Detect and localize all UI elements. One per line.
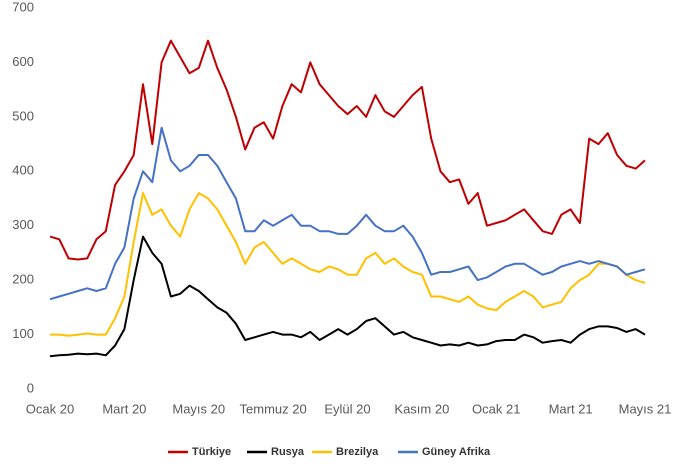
x-tick-label: Mayıs 20 [172, 401, 225, 416]
line-series [50, 192, 646, 337]
y-tick-label: 100 [12, 326, 34, 341]
y-tick-label: 200 [12, 272, 34, 287]
y-tick-label: 700 [12, 0, 34, 14]
y-tick-label: 500 [12, 108, 34, 123]
line-series [49, 235, 646, 358]
x-tick-label: Mart 21 [549, 401, 593, 416]
legend-label: Güney Afrika [422, 446, 491, 458]
x-tick-label: Ocak 21 [472, 401, 520, 416]
line-series [49, 39, 646, 261]
x-tick-label: Temmuz 20 [240, 401, 307, 416]
x-tick-label: Ocak 20 [26, 401, 74, 416]
legend-label: Brezilya [336, 446, 379, 458]
x-tick-label: Mayıs 21 [619, 401, 672, 416]
line-series [49, 126, 646, 301]
y-tick-label: 400 [12, 163, 34, 178]
x-tick-label: Mart 20 [102, 401, 146, 416]
y-tick-label: 300 [12, 217, 34, 232]
x-tick-label: Eylül 20 [324, 401, 370, 416]
y-tick-label: 0 [27, 380, 34, 395]
y-tick-label: 600 [12, 54, 34, 69]
legend-label: Rusya [271, 446, 305, 458]
legend-label: Türkiye [192, 446, 231, 458]
x-tick-label: Kasım 20 [394, 401, 449, 416]
